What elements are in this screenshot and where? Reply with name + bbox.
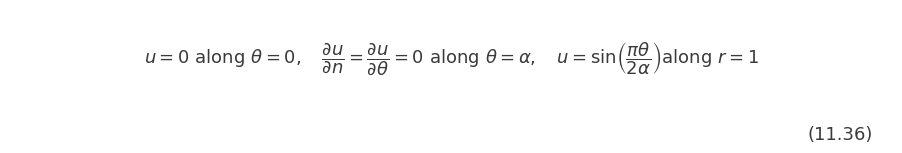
Text: $u = 0 \ \text{along}\ \theta = 0, \quad\dfrac{\partial u}{\partial n} = \dfrac{: $u = 0 \ \text{along}\ \theta = 0, \quad… (144, 40, 758, 77)
Text: (11.36): (11.36) (807, 127, 872, 144)
